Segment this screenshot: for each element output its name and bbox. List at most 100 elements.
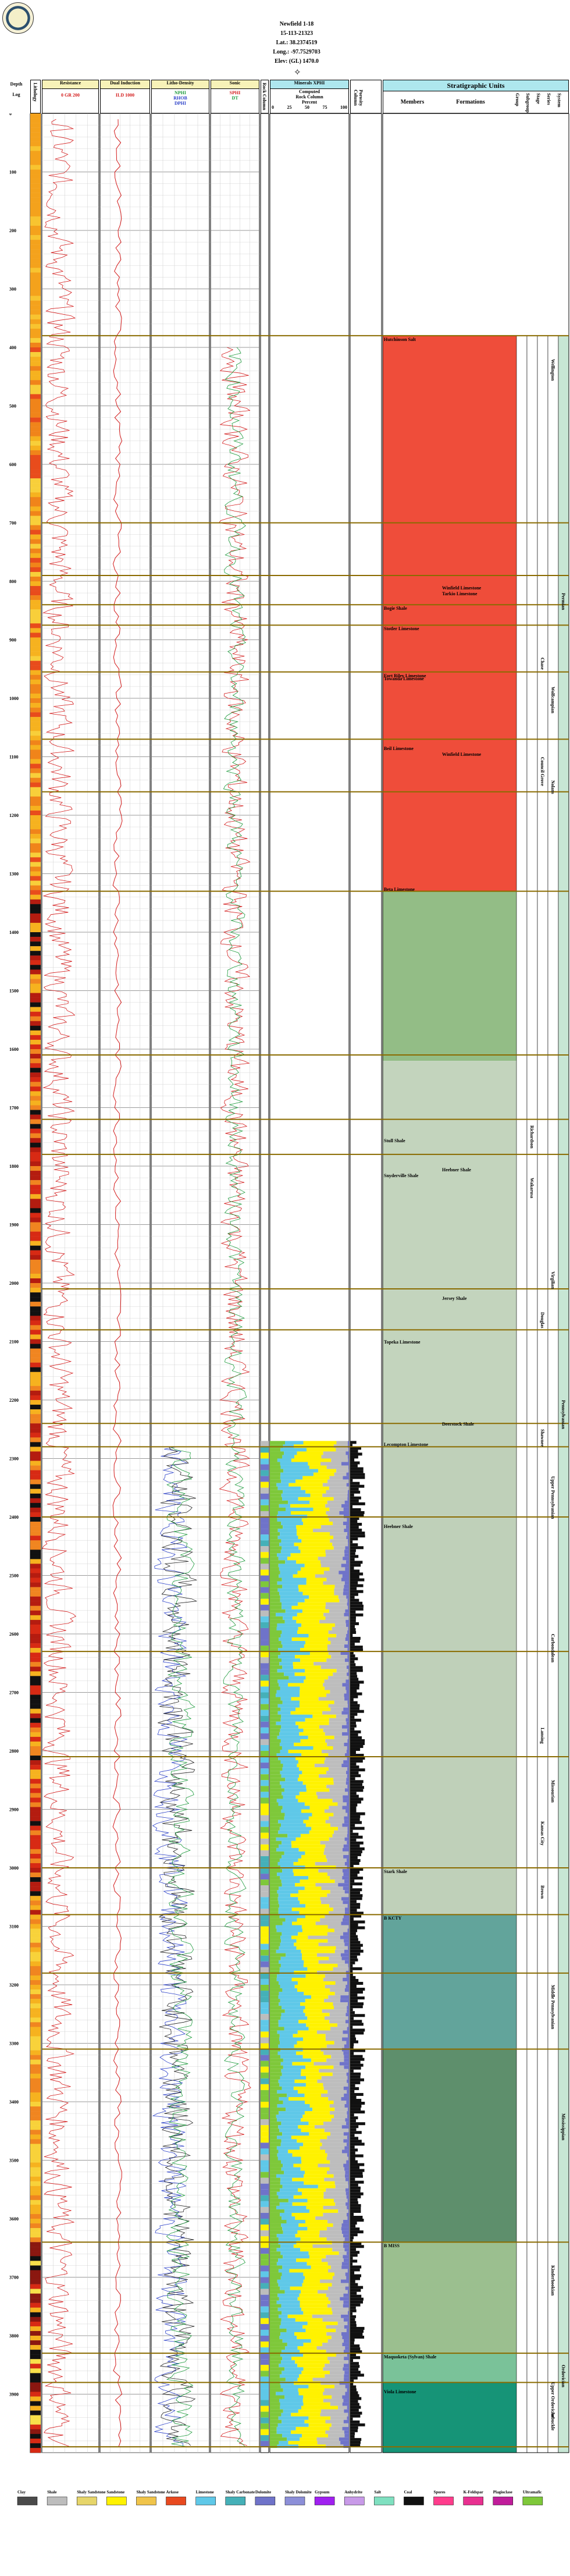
formation-label: Brown xyxy=(540,1885,545,1899)
mineral-fraction xyxy=(315,1862,345,1866)
porosity-fill xyxy=(350,2081,360,2084)
porosity-fill xyxy=(350,2201,358,2204)
mineral-fraction xyxy=(321,1886,343,1890)
mineral-fraction xyxy=(270,2108,286,2111)
mineral-fraction xyxy=(303,1522,333,1525)
porosity-fill xyxy=(350,2187,361,2190)
mineral-fraction xyxy=(317,2438,339,2441)
mineral-fraction xyxy=(304,1441,337,1444)
mineral-fraction xyxy=(332,2336,342,2339)
lithology-block xyxy=(30,1035,41,1040)
depth-tick-label: 500 xyxy=(9,404,16,409)
lithology-block xyxy=(30,123,41,127)
mineral-fraction xyxy=(297,1613,323,1616)
legend-swatch xyxy=(77,2497,97,2505)
porosity-fill xyxy=(350,1491,360,1494)
legend-label: Shaly Carbonate xyxy=(226,2490,255,2495)
rock-column-block xyxy=(261,2061,269,2067)
lithology-block xyxy=(30,2242,41,2247)
mineral-fraction xyxy=(343,2241,349,2244)
rock-column-block xyxy=(261,1704,269,1710)
mineral-fraction xyxy=(326,1855,343,1859)
mineral-fraction xyxy=(304,2280,320,2283)
rock-column-block xyxy=(261,2213,269,2219)
porosity-fill xyxy=(350,1953,360,1956)
rock-column-block xyxy=(261,2096,269,2102)
mineral-fraction xyxy=(300,1686,325,1690)
porosity-fill xyxy=(350,1622,359,1625)
porosity-fill xyxy=(350,1520,357,1523)
mineral-fraction xyxy=(302,1929,334,1932)
mineral-fraction xyxy=(270,2175,276,2178)
mineral-fraction xyxy=(277,1623,301,1627)
mineral-fraction xyxy=(348,2424,349,2427)
mineral-fraction xyxy=(330,1532,347,1536)
lithology-block xyxy=(30,1802,41,1807)
mineral-fraction xyxy=(347,2006,349,2009)
mineral-fraction xyxy=(341,2332,349,2336)
lithology-block xyxy=(30,2354,41,2359)
mineral-fraction xyxy=(345,1862,349,1866)
porosity-fill xyxy=(350,1716,354,1719)
mineral-fraction xyxy=(302,1957,329,1960)
lithology-block xyxy=(30,1994,41,1999)
mineral-fraction xyxy=(283,1644,304,1648)
rock-column-block xyxy=(261,2347,269,2353)
rock-column-block xyxy=(261,1640,269,1646)
mineral-fraction xyxy=(270,1697,281,1701)
porosity-fill xyxy=(350,2388,357,2391)
mineral-fraction xyxy=(281,2413,291,2417)
lithology-block xyxy=(30,1900,41,1905)
mineral-fraction xyxy=(295,2318,323,2322)
mineral-fraction xyxy=(347,1785,349,1788)
mineral-fraction xyxy=(342,2230,349,2234)
mineral-fraction xyxy=(270,2417,279,2420)
lithology-block xyxy=(30,2275,41,2279)
porosity-fill xyxy=(350,2044,354,2046)
mineral-fraction xyxy=(334,2041,347,2044)
mineral-fraction xyxy=(326,1785,347,1788)
lithology-block xyxy=(30,979,41,983)
mineral-fraction xyxy=(279,1907,292,1911)
mineral-fraction xyxy=(333,1672,347,1676)
porosity-fill xyxy=(350,1845,360,1847)
porosity-fill xyxy=(350,1529,362,1532)
porosity-fill xyxy=(350,2076,361,2078)
mineral-fraction xyxy=(270,2339,283,2343)
mineral-fraction xyxy=(307,1967,333,1971)
lithology-block xyxy=(30,1639,41,1643)
mineral-fraction xyxy=(270,1637,279,1641)
lithology-block xyxy=(30,581,41,586)
mineral-fraction xyxy=(279,1574,293,1577)
mineral-fraction xyxy=(281,2122,308,2125)
lithology-block xyxy=(30,1835,41,1840)
mineral-fraction xyxy=(303,1820,325,1824)
rock-column-block xyxy=(261,2184,269,2190)
mineral-fraction xyxy=(348,2185,349,2188)
mineral-fraction xyxy=(345,1838,349,1841)
mineral-fraction xyxy=(287,2438,300,2441)
mineral-fraction xyxy=(270,1960,279,1964)
porosity-fill xyxy=(350,1502,365,1505)
mineral-fraction xyxy=(280,2406,301,2410)
rock-column-block xyxy=(261,2190,269,2195)
mineral-fraction xyxy=(329,1476,343,1480)
porosity-fill xyxy=(350,1813,365,1815)
mineral-fraction xyxy=(270,2195,278,2199)
rock-column-block xyxy=(261,2073,269,2078)
mineral-fraction xyxy=(283,2101,305,2104)
mineral-fraction xyxy=(293,2153,327,2156)
mineral-fraction xyxy=(339,2438,349,2441)
mineral-fraction xyxy=(309,2424,332,2427)
mineral-fraction xyxy=(305,2171,327,2175)
porosity-fill xyxy=(350,2195,361,2198)
mineral-fraction xyxy=(295,1985,325,1988)
rock-column-block xyxy=(261,1797,269,1803)
lithology-block xyxy=(30,1620,41,1625)
porosity-fill xyxy=(350,2213,354,2216)
mineral-fraction xyxy=(348,1490,349,1494)
mineral-fraction xyxy=(345,2178,349,2181)
mineral-fraction xyxy=(306,1785,326,1788)
mineral-fraction xyxy=(333,1813,347,1817)
rock-column-block xyxy=(261,1967,269,1973)
